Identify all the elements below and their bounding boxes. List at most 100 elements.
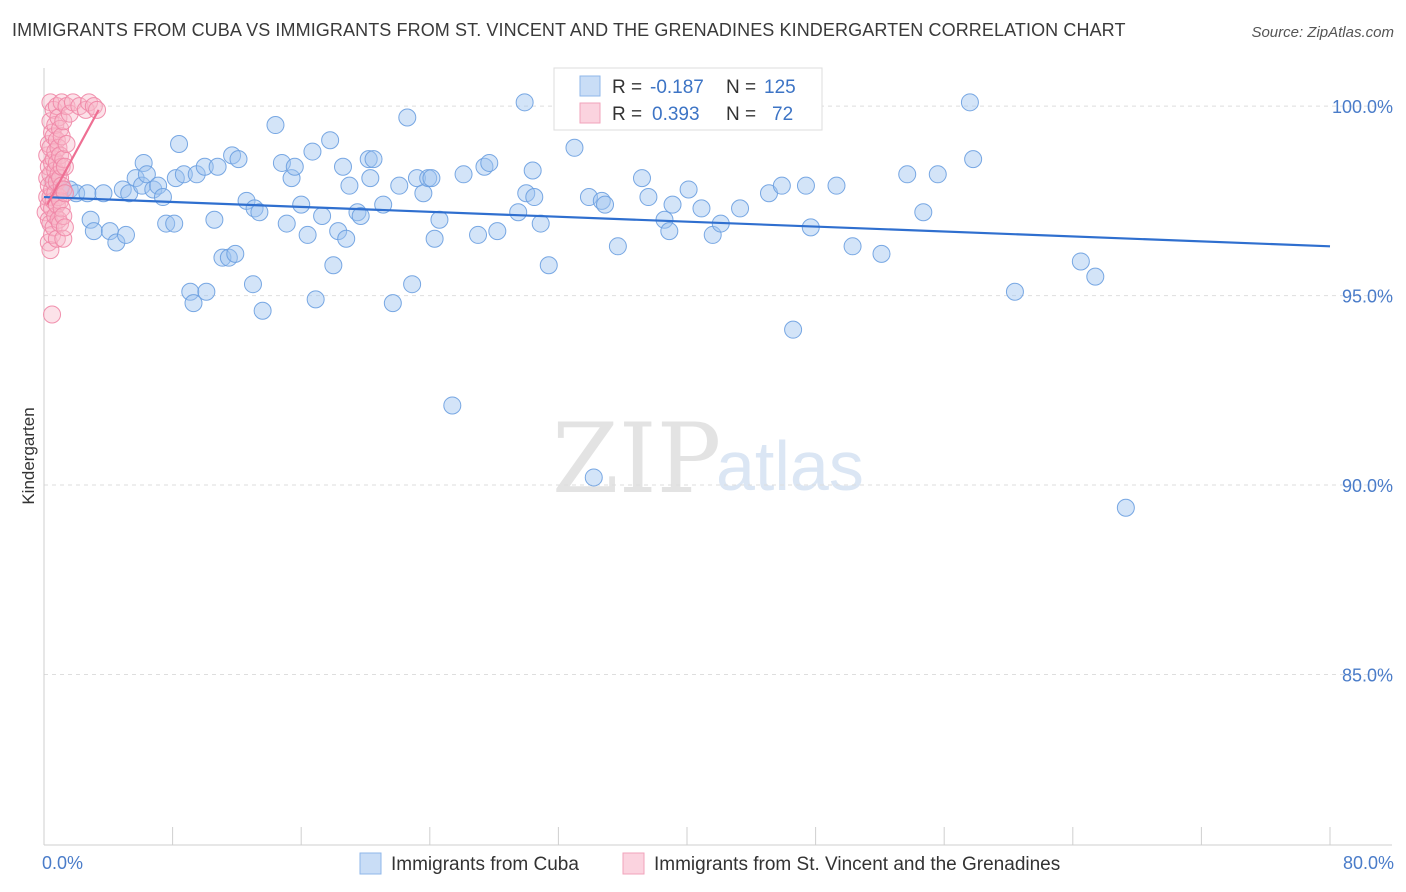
data-point: [292, 195, 311, 214]
data-point: [134, 153, 153, 172]
data-point: [266, 116, 285, 135]
stats-box: R = -0.187 N = 125 R = 0.393 N = 72: [553, 67, 823, 131]
data-point: [243, 275, 262, 294]
data-point: [509, 203, 528, 222]
data-point: [351, 206, 370, 225]
data-point: [54, 229, 73, 248]
data-point: [663, 195, 682, 214]
data-point: [321, 131, 340, 150]
series-stvincent-points: [36, 93, 107, 324]
data-point: [250, 203, 269, 222]
data-point: [298, 225, 317, 244]
y-tick-labels: 100.0% 95.0% 90.0% 85.0%: [1332, 97, 1393, 685]
data-point: [422, 169, 441, 188]
source-credit: Source: ZipAtlas.com: [1251, 24, 1394, 41]
watermark-atlas: atlas: [716, 427, 864, 505]
data-point: [107, 233, 126, 252]
data-point: [133, 176, 152, 195]
trend-lines: [43, 109, 1331, 248]
data-point: [565, 138, 584, 157]
data-point: [52, 199, 71, 218]
data-point: [277, 214, 296, 233]
data-point: [1086, 267, 1105, 286]
data-point: [306, 290, 325, 309]
data-point: [208, 157, 227, 176]
stats-r-label-cuba: R =: [612, 77, 642, 98]
data-point: [81, 210, 100, 229]
data-point: [55, 184, 74, 203]
series-cuba-points: [44, 93, 1135, 517]
y-tick-label: 95.0%: [1342, 287, 1393, 307]
legend: Immigrants from Cuba Immigrants from St.…: [359, 852, 1060, 875]
data-point: [772, 176, 791, 195]
data-point: [137, 165, 156, 184]
data-points: [36, 93, 1135, 517]
data-point: [174, 165, 193, 184]
data-point: [1071, 252, 1090, 271]
data-point: [195, 157, 214, 176]
data-point: [181, 282, 200, 301]
data-point: [303, 142, 322, 161]
data-point: [523, 161, 542, 180]
gridlines: [44, 105, 1392, 675]
data-point: [539, 256, 558, 275]
data-point: [898, 165, 917, 184]
data-point: [285, 157, 304, 176]
stats-n-label-cuba: N =: [726, 77, 756, 98]
watermark-zip: ZIP: [552, 403, 721, 515]
data-point: [226, 244, 245, 263]
data-point: [282, 169, 301, 188]
stats-n-label-stvincent: N =: [726, 104, 756, 125]
x-tick-label: 80.0%: [1343, 853, 1394, 873]
data-point: [313, 206, 332, 225]
data-point: [443, 396, 462, 415]
data-point: [197, 282, 216, 301]
y-tick-label: 85.0%: [1342, 665, 1393, 685]
data-point: [796, 176, 815, 195]
data-point: [660, 222, 679, 241]
data-point: [337, 229, 356, 248]
data-point: [480, 153, 499, 172]
data-point: [1116, 498, 1135, 517]
data-point: [469, 225, 488, 244]
legend-swatch-cuba: [359, 852, 382, 875]
legend-swatch-stvincent: [622, 852, 645, 875]
data-point: [340, 176, 359, 195]
data-point: [596, 195, 615, 214]
data-point: [126, 169, 145, 188]
legend-label-cuba: Immigrants from Cuba: [391, 854, 579, 875]
data-point: [928, 165, 947, 184]
data-point: [84, 222, 103, 241]
data-point: [403, 275, 422, 294]
data-point: [364, 150, 383, 169]
data-point: [430, 210, 449, 229]
y-tick-label: 90.0%: [1342, 476, 1393, 496]
x-tick-labels: 0.0% 80.0%: [42, 853, 1394, 873]
stats-n-value-cuba: 125: [764, 77, 796, 98]
trend-line-cuba: [43, 195, 1331, 248]
data-point: [515, 93, 534, 112]
data-point: [1005, 282, 1024, 301]
y-axis-label: Kindergarten: [19, 407, 38, 504]
data-point: [333, 157, 352, 176]
data-point: [525, 188, 544, 207]
data-point: [964, 150, 983, 169]
data-point: [41, 241, 60, 260]
data-point: [488, 222, 507, 241]
data-point: [253, 301, 272, 320]
stats-r-value-stvincent: 0.393: [652, 104, 700, 125]
y-tick-label: 100.0%: [1332, 97, 1393, 117]
data-point: [914, 203, 933, 222]
data-point: [359, 150, 378, 169]
data-point: [390, 176, 409, 195]
data-point: [184, 294, 203, 313]
data-point: [784, 320, 803, 339]
data-point: [584, 468, 603, 487]
data-point: [843, 237, 862, 256]
data-point: [149, 176, 168, 195]
data-point: [361, 169, 380, 188]
data-point: [205, 210, 224, 229]
x-tick-label: 0.0%: [42, 853, 83, 873]
data-point: [872, 244, 891, 263]
